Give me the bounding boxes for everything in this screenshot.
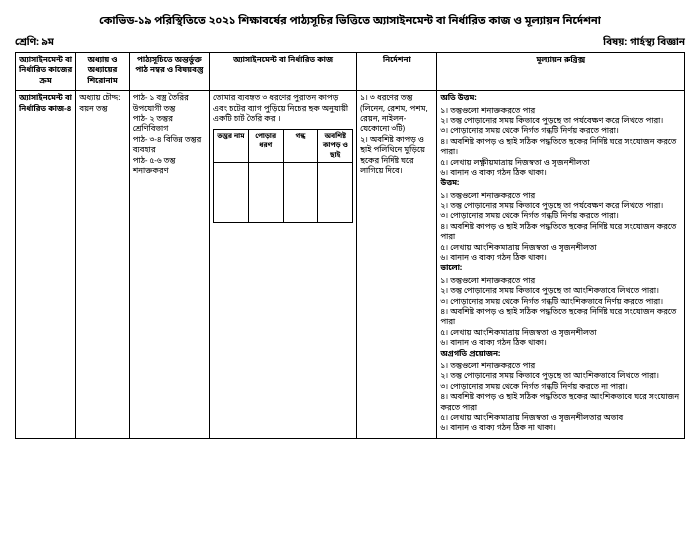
rubric-item: ৬। বানান ও বাক্য গঠন ঠিক থাকা। [440, 169, 681, 179]
inner-header: গন্ধ [283, 130, 318, 162]
rubric-item: ৩। পোড়ানোর সময় থেকে নির্গত গন্ধটি নির্… [440, 212, 681, 222]
rubric-item: ৫। লেখায় আংশিকমাত্রায় নিজস্বতা ও সৃজনশ… [440, 414, 681, 424]
rubric-item: ৬। বানান ও বাক্য গঠন ঠিক না থাকা। [440, 424, 681, 434]
cell-lessons: পাঠ- ১ বস্ত্র তৈরির উপযোগী তন্তু পাঠ- ২ … [129, 91, 209, 439]
rubric-heading: ভালো: [440, 264, 462, 274]
rubric-item: ৫। লেখায় আংশিকমাত্রায় নিজস্বতা ও সৃজনশ… [440, 244, 681, 254]
rubric-item: ৪। অবশিষ্ট কাপড় ও ছাই সঠিক পদ্ধতিতে ছকে… [440, 393, 681, 414]
cell-rubrics: অতি উত্তম: ১। তন্তুগুলো শনাক্তকরতে পার ২… [437, 91, 685, 439]
inner-header: পোড়ার ধরণ [248, 130, 283, 162]
rubric-item: ৪। অবশিষ্ট কাপড় ও ছাই সঠিক পদ্ধতিতে ছকে… [440, 223, 681, 244]
rubric-heading: অতি উত্তম: [440, 94, 476, 104]
rubric-item: ৫। লেখায় লক্ষ্ণীয়মাত্রায় নিজস্বতা ও স… [440, 159, 681, 169]
inner-header: তন্তুর নাম [213, 130, 248, 162]
rubric-item: ১। তন্তুগুলো শনাক্তকরতে পার [440, 277, 681, 287]
rubric-item: ৬। বানান ও বাক্য গঠন ঠিক থাকা। [440, 339, 681, 349]
main-table: অ্যাসাইনমেন্ট বা নির্ধারিত কাজের ক্রম অধ… [15, 52, 685, 439]
table-row: অ্যাসাইনমেন্ট বা নির্ধারিত কাজ-৪ অধ্যায়… [16, 91, 685, 439]
rubric-item: ৫। লেখায় আংশিকমাত্রায় নিজস্বতা ও সৃজনশ… [440, 329, 681, 339]
rubric-item: ৪। অবশিষ্ট কাপড় ও ছাই সঠিক পদ্ধতিতে ছকে… [440, 308, 681, 329]
rubric-item: ১। তন্তুগুলো শনাক্তকরতে পার [440, 362, 681, 372]
rubric-item: ১। তন্তুগুলো শনাক্তকরতে পার [440, 107, 681, 117]
header-cell: মূল্যায়ন রুব্রিক্স [437, 53, 685, 91]
cell-instructions: ১। ৩ ধরণের তন্তু (লিনেন, রেশম, পশম, রেয়… [357, 91, 437, 439]
cell-sequence: অ্যাসাইনমেন্ট বা নির্ধারিত কাজ-৪ [16, 91, 76, 439]
subject-label: বিষয়: গার্হস্থ্য বিজ্ঞান [603, 37, 685, 50]
rubric-item: ৩। পোড়ানোর সময় থেকে নির্গত গন্ধটি নির্… [440, 383, 681, 393]
inner-cell [318, 162, 353, 222]
cell-chapter: অধ্যায় চৌদ্দ: বয়ন তন্তু [76, 91, 130, 439]
header-cell: পাঠ্যসূচিতে অন্তর্ভুক্ত পাঠ নম্বর ও বিষয… [129, 53, 209, 91]
rubric-item: ৩। পোড়ানোর সময় থেকে নির্গত গন্ধটি নির্… [440, 127, 681, 137]
inner-cell [248, 162, 283, 222]
cell-assignment: তোমার ব্যবহৃত ৩ ধরণের পুরাতন কাপড় এবং চ… [209, 91, 356, 439]
rubric-item: ৪। অবশিষ্ট কাপড় ও ছাই সঠিক পদ্ধতিতে ছকে… [440, 138, 681, 159]
inner-cell [283, 162, 318, 222]
rubric-heading: অগ্রগতি প্রয়োজন: [440, 350, 500, 360]
inner-chart-table: তন্তুর নাম পোড়ার ধরণ গন্ধ অবশিষ্ট কাপড়… [213, 129, 353, 222]
header-cell: অ্যাসাইনমেন্ট বা নির্ধারিত কাজ [209, 53, 356, 91]
table-header-row: অ্যাসাইনমেন্ট বা নির্ধারিত কাজের ক্রম অধ… [16, 53, 685, 91]
rubric-item: ২। তন্তু পোড়ানোর সময় কিভাবে পুড়ছে তা … [440, 202, 681, 212]
rubric-item: ১। তন্তুগুলো শনাক্তকরতে পার [440, 192, 681, 202]
inner-header: অবশিষ্ট কাপড় ও ছাই [318, 130, 353, 162]
rubric-item: ৩। পোড়ানোর সময় থেকে নির্গত গন্ধটি আংশি… [440, 298, 681, 308]
rubric-item: ৬। বানান ও বাক্য গঠন ঠিক থাকা। [440, 254, 681, 264]
inner-cell [213, 162, 248, 222]
header-cell: অ্যাসাইনমেন্ট বা নির্ধারিত কাজের ক্রম [16, 53, 76, 91]
class-label: শ্রেণি: ৯ম [15, 37, 54, 50]
rubric-item: ২। তন্তু পোড়ানোর সময় কিভাবে পুড়ছে তা … [440, 287, 681, 297]
header-cell: নির্দেশনা [357, 53, 437, 91]
page-title: কোভিড-১৯ পরিস্থিতিতে ২০২১ শিক্ষাবর্ষের প… [15, 15, 685, 29]
rubric-heading: উত্তম: [440, 179, 459, 189]
assignment-text: তোমার ব্যবহৃত ৩ ধরণের পুরাতন কাপড় এবং চ… [213, 94, 353, 125]
rubric-item: ২। তন্তু পোড়ানোর সময় কিভাবে পুড়ছে তা … [440, 117, 681, 127]
header-row: শ্রেণি: ৯ম বিষয়: গার্হস্থ্য বিজ্ঞান [15, 37, 685, 50]
header-cell: অধ্যায় ও অধ্যায়ের শিরোনাম [76, 53, 130, 91]
rubric-item: ২। তন্তু পোড়ানোর সময় কিভাবে পুড়ছে তা … [440, 372, 681, 382]
